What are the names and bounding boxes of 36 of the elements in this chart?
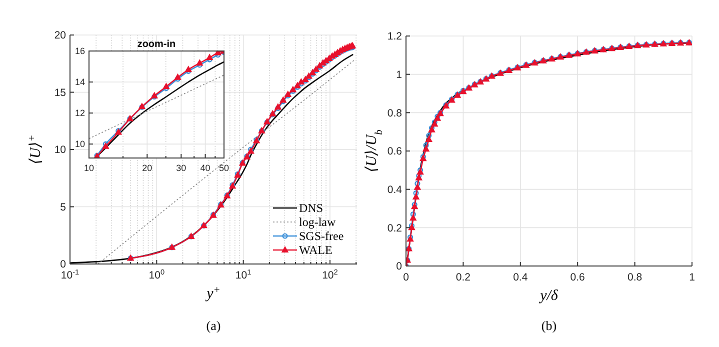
x-tick-label: 10$^{0}$ (148, 267, 165, 282)
y-tick-label: 15 (54, 86, 66, 99)
legend-label: DNS (299, 201, 324, 215)
text: (b) (541, 318, 557, 333)
y-tick-label: 1 (396, 69, 402, 82)
legend-label: log-law (299, 215, 336, 229)
y-tick-label: 0.4 (387, 184, 402, 196)
y-tick-label: 16 (74, 46, 85, 56)
x-tick-label: 0.8 (627, 272, 642, 284)
x-tick-label: 10 (84, 163, 94, 173)
y-tick-label: 1.2 (387, 30, 402, 43)
y-tick-label: 14 (74, 77, 85, 88)
x-tick-label: 20 (142, 163, 152, 173)
y-tick-label: 0.2 (387, 222, 402, 234)
x-tick-label: 40 (200, 163, 210, 173)
x-tick-label: 10$^{1}$ (235, 267, 252, 282)
x-tick-label: 0.4 (513, 272, 528, 284)
x-tick-label: 10$^{2}$ (322, 267, 338, 282)
x-tick-label: 0.2 (456, 272, 471, 284)
y-tick-label: 12 (74, 108, 85, 118)
chart-title: zoom-in (137, 39, 176, 50)
y-tick-label: 5 (60, 201, 66, 214)
y-tick-label: 10 (74, 139, 85, 150)
x-tick-label: 0.6 (570, 272, 586, 284)
legend-label: SGS-free (299, 229, 344, 243)
text: (a) (206, 318, 221, 333)
legend-label: WALE (299, 243, 332, 257)
x-tick-label: 50 (218, 163, 230, 173)
x-tick-label: 1 (689, 272, 696, 284)
y-tick-label: 0.6 (387, 146, 402, 158)
x-axis-title: y$^{+}$ (204, 284, 220, 302)
x-axis-title: y/δ (538, 288, 559, 304)
y-tick-label: 20 (54, 30, 66, 42)
x-tick-label: 30 (176, 163, 186, 173)
y-tick-label: 0.8 (387, 107, 402, 120)
y-tick-label: 10 (54, 144, 66, 156)
